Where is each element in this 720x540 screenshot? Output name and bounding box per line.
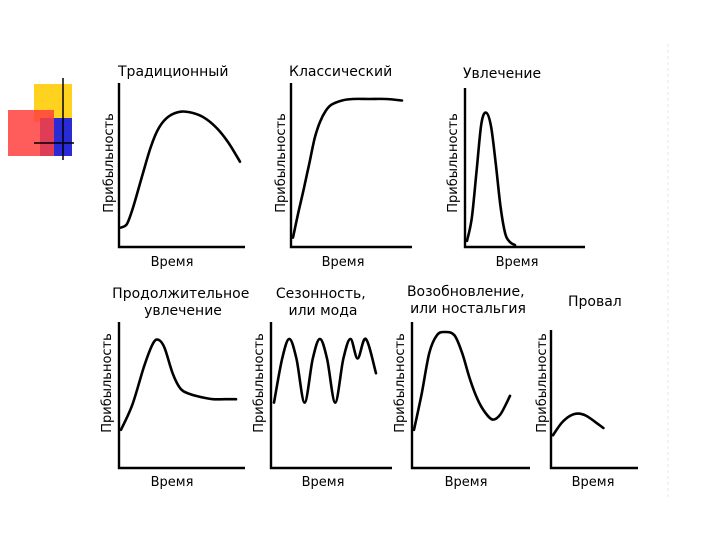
chart-failure-series-line <box>551 412 605 437</box>
chart-failure-xlabel: Время <box>572 475 615 490</box>
chart-traditional-axes <box>117 83 245 249</box>
chart-classic-xlabel: Время <box>322 255 365 270</box>
chart-long-fad-ylabel: Прибыльность <box>100 333 115 433</box>
chart-revival-series-line <box>412 330 512 432</box>
chart-seasonal-title: Сезонность, или мода <box>276 286 370 319</box>
chart-seasonal: Сезонность, или мода Прибыльность Время <box>252 286 392 490</box>
chart-long-fad-title-line2: увлечение <box>144 303 222 319</box>
chart-revival: Возобновление, или ностальгия Прибыльнос… <box>393 284 530 490</box>
chart-seasonal-xlabel: Время <box>302 475 345 490</box>
chart-failure-title: Провал <box>568 294 622 310</box>
chart-classic-title: Классический <box>289 64 392 80</box>
chart-revival-axes <box>410 322 530 470</box>
chart-failure-ylabel: Прибыльность <box>535 333 550 433</box>
chart-fad-xlabel: Время <box>496 255 539 270</box>
chart-traditional-title: Традиционный <box>117 64 228 80</box>
chart-revival-ylabel: Прибыльность <box>393 333 408 433</box>
chart-classic-axes <box>289 83 412 249</box>
chart-fad-series-line <box>465 111 517 247</box>
chart-fad-title: Увлечение <box>463 66 541 82</box>
chart-long-fad-series-line <box>119 338 238 432</box>
chart-revival-title-text: Возобновление, <box>407 284 525 300</box>
chart-fad-ylabel: Прибыльность <box>446 113 461 213</box>
chart-classic: Классический Прибыльность Время <box>274 64 412 270</box>
chart-revival-xlabel: Время <box>445 475 488 490</box>
chart-seasonal-title-text: Сезонность, <box>276 286 366 302</box>
chart-failure: Провал Прибыльность Время <box>535 294 638 490</box>
decor-squares <box>8 78 74 160</box>
chart-traditional: Традиционный Прибыльность Время <box>102 64 245 270</box>
chart-long-fad-xlabel: Время <box>151 475 194 490</box>
chart-seasonal-series-line <box>272 337 378 404</box>
chart-seasonal-ylabel: Прибыльность <box>252 333 267 433</box>
chart-revival-title-line2: или ностальгия <box>410 301 526 317</box>
chart-revival-title: Возобновление, или ностальгия <box>407 284 529 317</box>
chart-seasonal-title-line2: или мода <box>289 303 358 319</box>
chart-traditional-series-line <box>119 110 242 229</box>
chart-traditional-ylabel: Прибыльность <box>102 113 117 213</box>
chart-failure-axes <box>549 330 638 470</box>
chart-long-fad-title: Продолжительное увлечение <box>112 286 254 319</box>
chart-traditional-xlabel: Время <box>151 255 194 270</box>
chart-seasonal-axes <box>269 322 392 470</box>
chart-long-fad-axes <box>117 322 245 470</box>
chart-long-fad: Продолжительное увлечение Прибыльность В… <box>100 286 254 490</box>
chart-fad-axes <box>463 88 585 249</box>
decor-red-square <box>8 110 54 156</box>
chart-long-fad-title-text: Продолжительное <box>112 286 249 302</box>
chart-fad: Увлечение Прибыльность Время <box>446 66 585 270</box>
chart-classic-series-line <box>291 97 404 239</box>
chart-classic-ylabel: Прибыльность <box>274 113 289 213</box>
